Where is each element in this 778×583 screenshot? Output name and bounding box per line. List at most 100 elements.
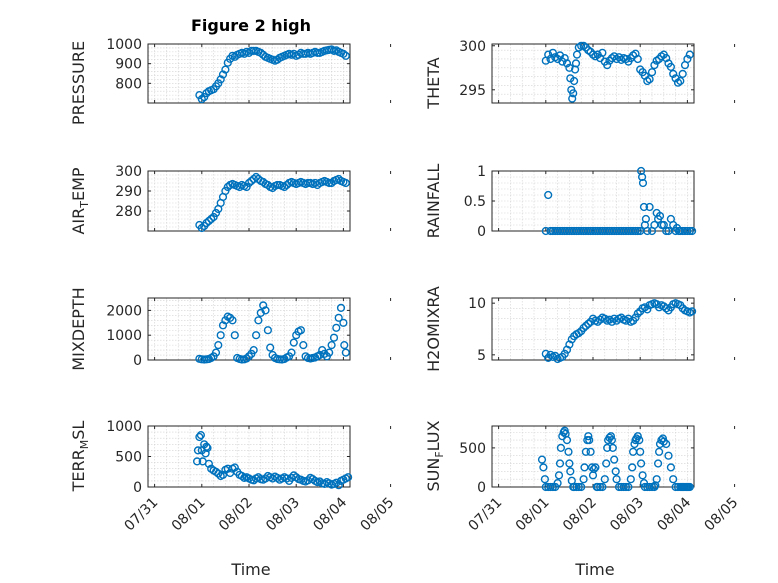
data-point: [259, 301, 268, 310]
data-point: [685, 226, 694, 236]
data-point: [341, 178, 350, 188]
data-point: [252, 172, 261, 182]
data-point: [221, 186, 230, 196]
data-point: [611, 467, 620, 476]
data-point: [327, 341, 336, 350]
data-point: [320, 349, 329, 358]
data-point: [643, 226, 652, 236]
data-point: [619, 482, 628, 492]
data-point: [193, 457, 202, 466]
data-point: [643, 305, 652, 314]
y-tick-label: 0.5: [464, 194, 486, 210]
data-point: [571, 59, 581, 68]
data-point: [638, 178, 648, 188]
data-point: [584, 319, 593, 328]
data-point: [595, 482, 605, 492]
data-point: [273, 180, 282, 190]
data-point: [577, 482, 586, 492]
data-point: [653, 459, 663, 468]
y-axis-label: MIXDEPTH: [69, 287, 88, 370]
data-point: [603, 443, 612, 453]
grid: [492, 426, 694, 487]
data-point: [650, 60, 659, 70]
y-axis-label: AIRTEMP: [69, 167, 91, 234]
y-tick-label: 0: [133, 353, 142, 369]
subplot-pressure: 800 900 1000 PRESSURE: [69, 37, 392, 125]
data-point: [662, 226, 671, 236]
data-point: [580, 463, 589, 472]
data-point: [289, 338, 298, 347]
data-point: [574, 482, 583, 492]
x-tick-label: 07/31: [122, 495, 162, 535]
data-point: [299, 341, 308, 350]
data-point: [336, 303, 346, 313]
data-point: [574, 329, 583, 338]
data-point: [676, 76, 685, 86]
data-point: [193, 446, 203, 455]
data-point: [249, 174, 258, 184]
data-point: [204, 216, 214, 226]
y-axis-label: PRESSURE: [69, 41, 88, 125]
data-point: [589, 464, 599, 474]
data-point: [334, 481, 343, 490]
data-point: [230, 463, 239, 472]
subplot-air-temp: 280 290 300 AIRTEMP: [69, 164, 392, 235]
y-axis-label: RAINFALL: [424, 164, 443, 239]
data-point: [195, 432, 204, 442]
data-point: [340, 341, 349, 350]
data-point: [687, 226, 697, 236]
data-point: [624, 482, 633, 492]
data-point: [244, 352, 254, 361]
data-point: [339, 318, 348, 327]
data-point: [247, 176, 256, 186]
y-tick-label: 1000: [106, 419, 142, 435]
data-point: [221, 65, 230, 74]
x-tick-label: 08/04: [310, 494, 350, 534]
data-point: [211, 467, 221, 476]
data-point: [687, 307, 697, 316]
y-tick-label: 0: [477, 480, 486, 496]
data-point: [566, 467, 575, 476]
data-point: [546, 350, 555, 359]
series-markers: [195, 301, 350, 364]
series-markers: [537, 426, 694, 492]
series-markers: [541, 299, 697, 364]
y-tick-label: 280: [115, 204, 142, 220]
data-point: [591, 463, 600, 472]
data-point: [242, 354, 251, 363]
data-point: [652, 475, 661, 484]
data-point: [635, 436, 644, 445]
data-point: [666, 62, 676, 72]
data-point: [612, 475, 621, 484]
data-point: [586, 447, 595, 456]
subplot-terr-msl: 0 500 1000 07/31 08/01 08/02 08/03 08/04 08/05 TE…: [69, 419, 397, 534]
data-point: [643, 76, 652, 86]
data-point: [664, 451, 673, 460]
data-point: [204, 459, 214, 468]
y-axis-label: H2OMIXRA: [424, 286, 443, 372]
y-axis-label: SUNFLUX: [424, 420, 446, 491]
data-point: [683, 226, 692, 236]
series-markers: [541, 166, 697, 236]
y-tick-label: 290: [115, 184, 142, 200]
data-point: [633, 309, 642, 318]
data-point: [662, 439, 671, 449]
data-point: [662, 304, 671, 313]
series-markers: [193, 431, 353, 490]
data-point: [605, 433, 614, 442]
data-point: [602, 459, 611, 468]
data-point: [608, 443, 617, 453]
data-point: [645, 202, 654, 212]
y-tick-label: 2000: [106, 303, 142, 319]
data-point: [216, 331, 225, 340]
data-point: [683, 54, 692, 64]
data-point: [249, 346, 258, 355]
data-point: [211, 208, 221, 218]
data-point: [568, 94, 577, 103]
data-point: [266, 343, 275, 352]
data-point: [636, 459, 646, 468]
data-point: [541, 349, 550, 358]
y-tick-label: 1000: [106, 37, 142, 53]
data-point: [610, 455, 619, 464]
